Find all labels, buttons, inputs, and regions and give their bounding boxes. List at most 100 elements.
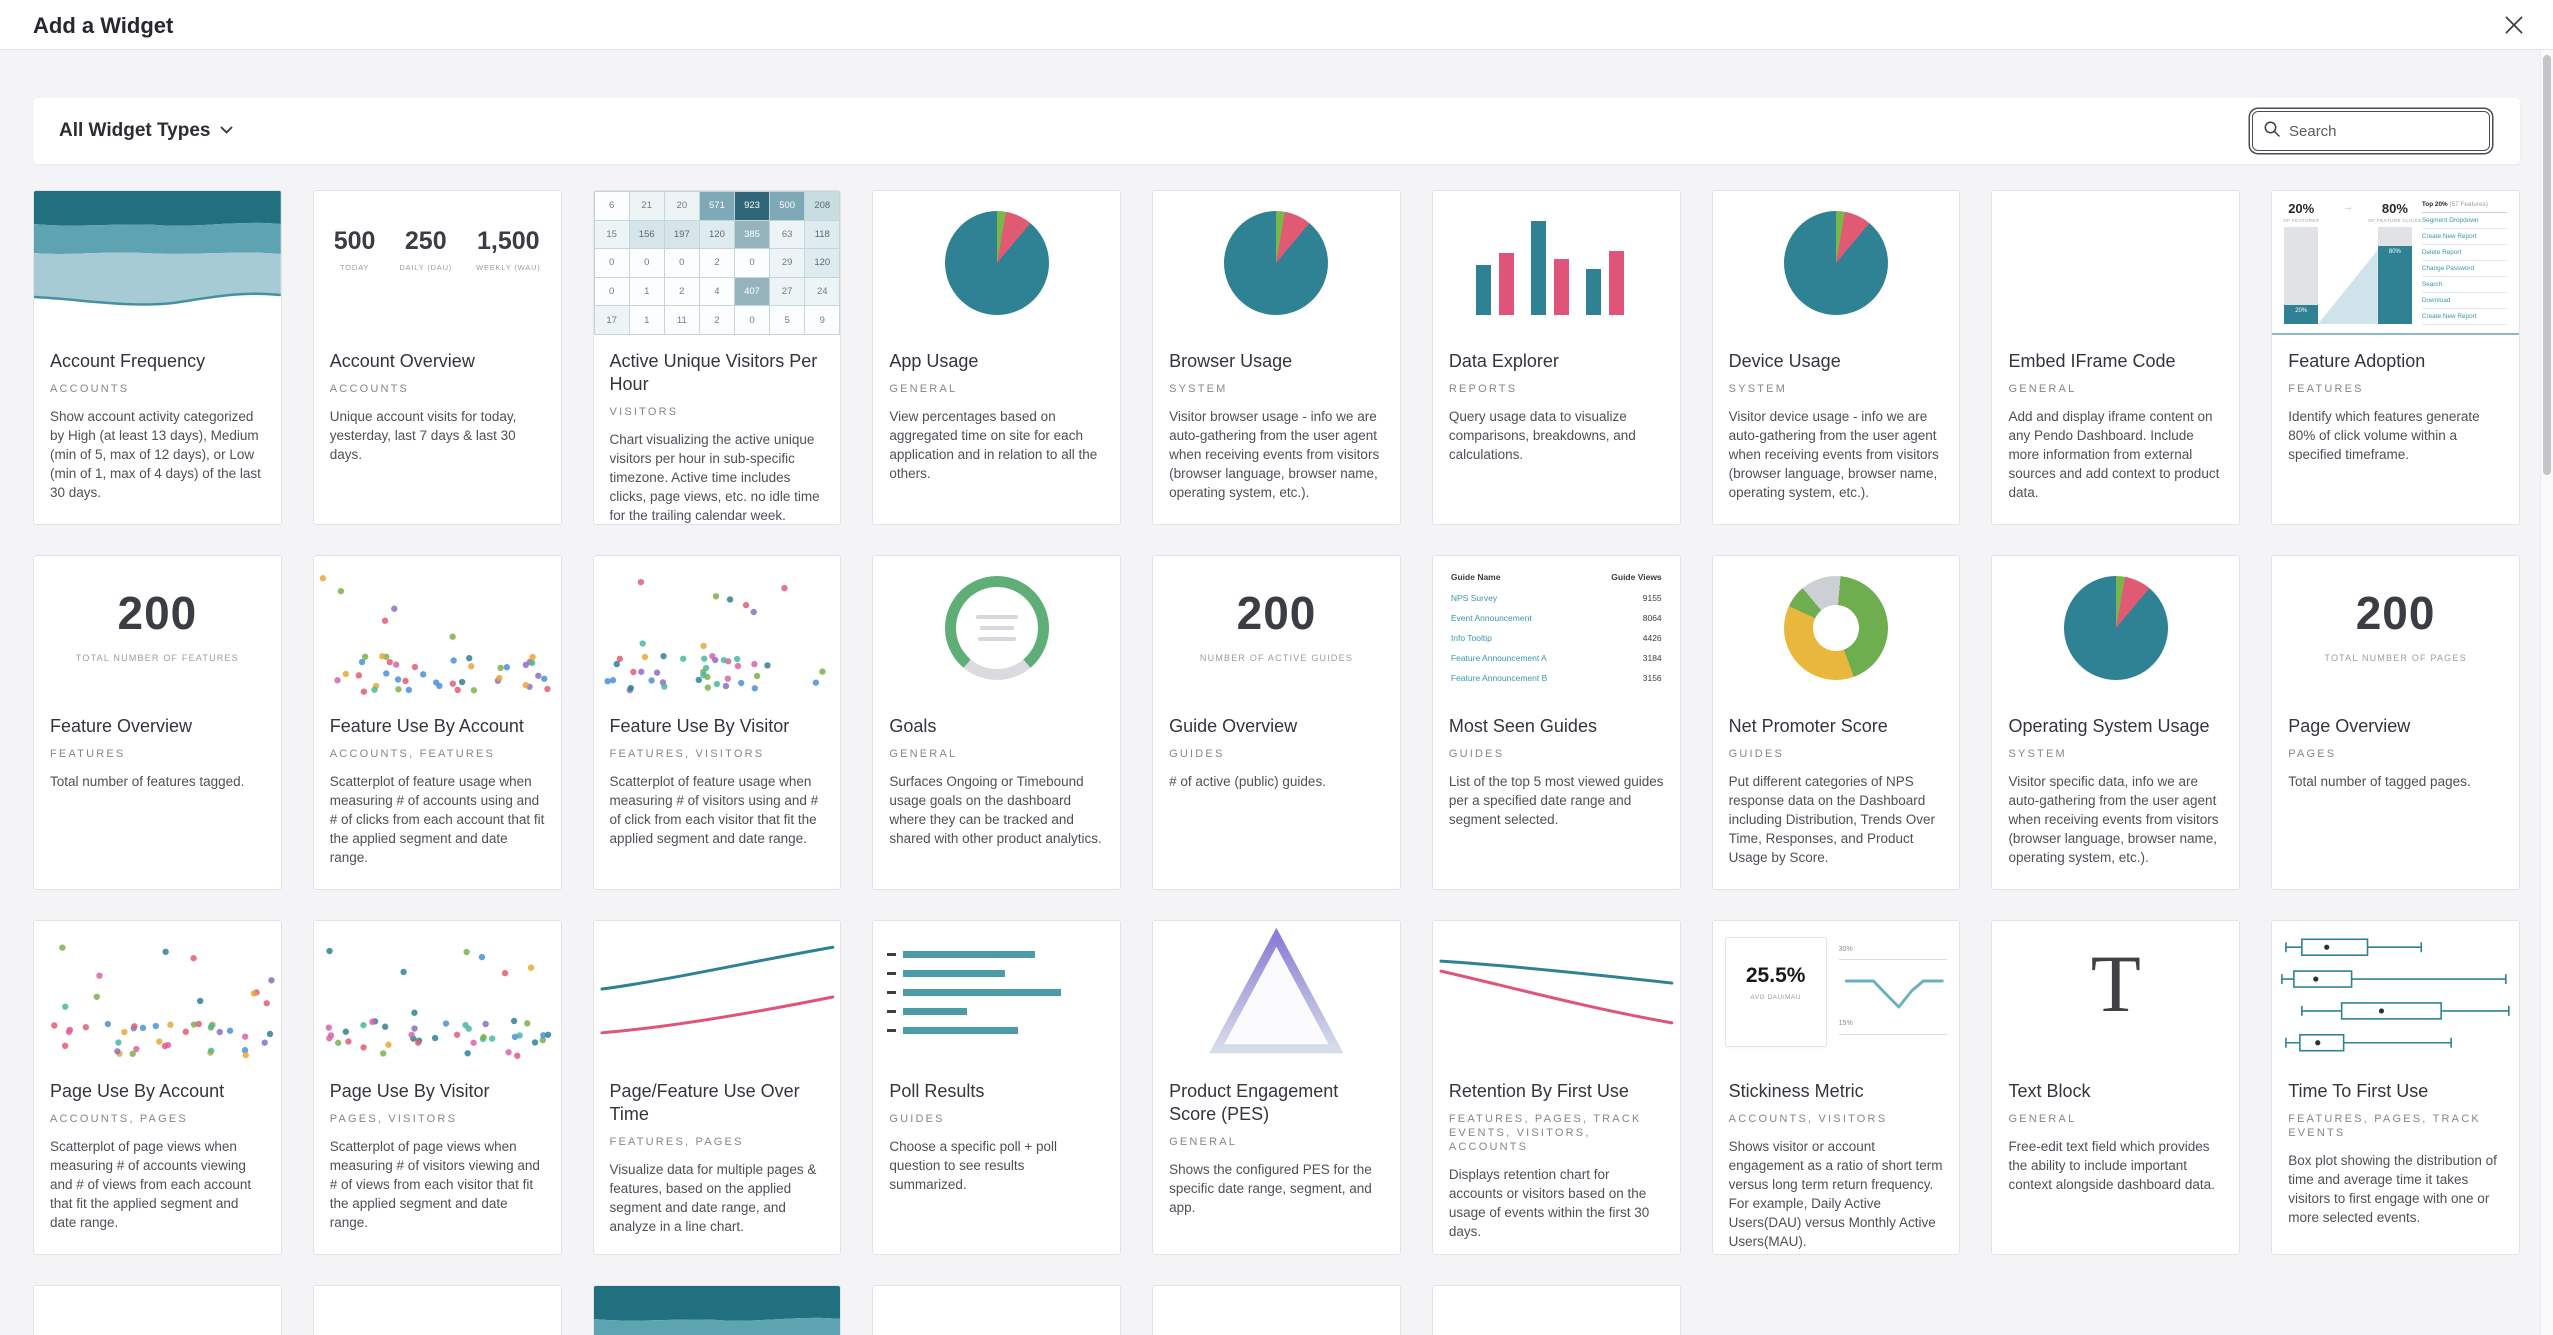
- widget-type-dropdown[interactable]: All Widget Types: [59, 120, 233, 142]
- widget-meta: Device Usage SYSTEM Visitor device usage…: [1713, 335, 1960, 502]
- widget-title: Page/Feature Use Over Time: [609, 1081, 800, 1124]
- widget-card-net-promoter-score[interactable]: Net Promoter Score GUIDES Put different …: [1711, 555, 1961, 890]
- widget-description: Visitor device usage - info we are auto-…: [1728, 409, 1939, 500]
- widget-card-operating-system-usage[interactable]: Operating System Usage SYSTEM Visitor sp…: [1991, 555, 2241, 890]
- widget-thumbnail: [873, 921, 1121, 1065]
- widget-meta: Guide Overview GUIDES # of active (publi…: [1153, 700, 1400, 791]
- pie-chart: [1784, 211, 1889, 315]
- widget-description: Put different categories of NPS response…: [1728, 774, 1935, 865]
- widget-card-feature-adoption[interactable]: → 20% OF FEATURES 20% 80% OF FEATURE CLICK…: [2271, 190, 2520, 525]
- search-input[interactable]: [2289, 122, 2488, 140]
- widget-card-poll-results[interactable]: Poll Results GUIDES Choose a specific po…: [872, 920, 1122, 1255]
- widget-description: Box plot showing the distribution of tim…: [2288, 1153, 2497, 1225]
- widget-title: Account Overview: [329, 351, 475, 371]
- page-title: Add a Widget: [33, 13, 174, 38]
- widget-thumbnail: 500 TODAY 250 DAILY (DAU) 1,500 WEEKLY (WAU): [313, 191, 561, 335]
- widget-title: Feature Overview: [50, 716, 193, 736]
- widget-description: Scatterplot of page views when measuring…: [329, 1139, 540, 1230]
- widget-description: Total number of tagged pages.: [2288, 774, 2471, 789]
- widget-meta: Product Engagement Score (PES) GENERAL S…: [1153, 1065, 1400, 1217]
- widget-card-embed-iframe-code[interactable]: Embed IFrame Code GENERAL Add and displa…: [1991, 190, 2241, 525]
- widget-card-page-overview[interactable]: 200 TOTAL NUMBER OF PAGES Page Overview P…: [2271, 555, 2520, 890]
- scatter-chart: [319, 575, 551, 695]
- widget-card-feature-overview[interactable]: 200 TOTAL NUMBER OF FEATURES Feature Over…: [33, 555, 282, 890]
- widget-title: Page Overview: [2288, 716, 2411, 736]
- widget-card-account-frequency[interactable]: Account Frequency ACCOUNTS Show account …: [33, 190, 282, 525]
- widget-title: Data Explorer: [1448, 351, 1559, 371]
- widget-description: Scatterplot of feature usage when measur…: [329, 774, 545, 865]
- widget-card-partial[interactable]: [1152, 1285, 1401, 1335]
- widget-category: ACCOUNTS: [50, 383, 130, 395]
- widget-card-goals[interactable]: Goals GENERAL Surfaces Ongoing or Timebo…: [872, 555, 1122, 890]
- widget-category: GENERAL: [889, 383, 958, 395]
- widget-category: FEATURES, VISITORS: [609, 748, 765, 760]
- widget-title: Most Seen Guides: [1448, 716, 1597, 736]
- widget-card-partial[interactable]: [592, 1285, 842, 1335]
- code-icon: [1992, 191, 2239, 237]
- widget-card-app-usage[interactable]: App Usage GENERAL View percentages based…: [872, 190, 1122, 525]
- widget-category: GENERAL: [889, 748, 958, 760]
- widget-description: Add and display iframe content on any Pe…: [2008, 409, 2220, 500]
- widget-card-partial[interactable]: [312, 1285, 562, 1335]
- widget-description: Free-edit text field which provides the …: [2008, 1139, 2215, 1192]
- widget-card-guide-overview[interactable]: 200 NUMBER OF ACTIVE GUIDES Guide Overvie…: [1152, 555, 1401, 890]
- widget-description: Displays retention chart for accounts or…: [1448, 1167, 1650, 1239]
- widget-grid: Account Frequency ACCOUNTS Show account …: [33, 190, 2520, 1335]
- widget-meta: Stickiness Metric ACCOUNTS, VISITORS Sho…: [1713, 1065, 1960, 1251]
- scrollbar-track[interactable]: [2540, 50, 2553, 1335]
- widget-card-most-seen-guides[interactable]: Guide Name Guide Views NPS Survey 9155 Event…: [1431, 555, 1681, 890]
- widget-card-partial[interactable]: [33, 1285, 282, 1335]
- widget-card-retention-by-first-use[interactable]: Retention By First Use FEATURES, PAGES, …: [1431, 920, 1681, 1255]
- widget-card-page-use-by-visitor[interactable]: Page Use By Visitor PAGES, VISITORS Scat…: [312, 920, 562, 1255]
- widget-title: Page Use By Account: [50, 1081, 225, 1101]
- pie-chart: [2063, 576, 2168, 680]
- pie-chart: [1224, 211, 1329, 315]
- widget-card-page-use-by-account[interactable]: Page Use By Account ACCOUNTS, PAGES Scat…: [33, 920, 282, 1255]
- widget-card-time-to-first-use[interactable]: Time To First Use FEATURES, PAGES, TRACK…: [2271, 920, 2520, 1255]
- widget-title: Operating System Usage: [2008, 716, 2210, 736]
- widget-card-account-overview[interactable]: 500 TODAY 250 DAILY (DAU) 1,500 WEEKLY (WAU) …: [312, 190, 562, 525]
- widget-thumbnail: [593, 921, 841, 1065]
- widget-card-product-engagement-score-pes[interactable]: Product Engagement Score (PES) GENERAL S…: [1152, 920, 1401, 1255]
- widget-description: Unique account visits for today, yesterd…: [329, 409, 517, 462]
- widget-thumbnail: [873, 191, 1121, 335]
- widget-card-text-block[interactable]: T Text Block GENERAL Free-edit text fiel…: [1991, 920, 2241, 1255]
- widget-description: Scatterplot of page views when measuring…: [50, 1139, 252, 1230]
- widget-title: Feature Adoption: [2288, 351, 2426, 371]
- widget-category: FEATURES, PAGES: [609, 1136, 744, 1148]
- scatter-chart: [603, 578, 826, 694]
- widget-description: # of active (public) guides.: [1169, 774, 1326, 789]
- widget-card-stickiness-metric[interactable]: 25.5% AVG DAU/MAU 30% 15% Stickiness Metr…: [1711, 920, 1961, 1255]
- widget-description: Scatterplot of feature usage when measur…: [609, 774, 819, 846]
- widget-description: List of the top 5 most viewed guides per…: [1448, 774, 1664, 827]
- widget-meta: Feature Adoption FEATURES Identify which…: [2272, 335, 2519, 464]
- widget-title: Embed IFrame Code: [2008, 351, 2176, 371]
- widget-card-device-usage[interactable]: Device Usage SYSTEM Visitor device usage…: [1711, 190, 1961, 525]
- widget-card-active-unique-visitors-per-hour[interactable]: 6 21 20 571 923 500 208 15 156 197 120 385 63 118 0 0 0 2…: [592, 190, 842, 525]
- widget-description: Chart visualizing the active unique visi…: [609, 432, 820, 523]
- scrollbar-thumb[interactable]: [2543, 55, 2551, 475]
- widget-card-partial[interactable]: [1431, 1285, 1681, 1335]
- widget-description: Identify which features generate 80% of …: [2288, 409, 2480, 462]
- widget-thumbnail: [34, 191, 281, 335]
- widget-card-page-feature-use-over-time[interactable]: Page/Feature Use Over Time FEATURES, PAG…: [592, 920, 842, 1255]
- widget-title: App Usage: [889, 351, 979, 371]
- widget-category: GUIDES: [1728, 748, 1785, 760]
- guides-table: Guide Name Guide Views NPS Survey 9155 Event…: [1450, 572, 1662, 683]
- widget-thumbnail: [1712, 191, 1960, 335]
- widget-title: Poll Results: [889, 1081, 985, 1101]
- widget-card-feature-use-by-account[interactable]: Feature Use By Account ACCOUNTS, FEATURE…: [312, 555, 562, 890]
- widget-card-browser-usage[interactable]: Browser Usage SYSTEM Visitor browser usa…: [1152, 190, 1401, 525]
- filter-bar: All Widget Types: [33, 98, 2520, 164]
- widget-card-data-explorer[interactable]: Data Explorer REPORTS Query usage data t…: [1431, 190, 1681, 525]
- widget-card-feature-use-by-visitor[interactable]: Feature Use By Visitor FEATURES, VISITOR…: [592, 555, 842, 890]
- widget-thumbnail: [34, 921, 281, 1065]
- close-icon[interactable]: [2501, 12, 2527, 38]
- widget-category: GENERAL: [2008, 383, 2077, 395]
- widget-description: Visitor specific data, info we are auto-…: [2008, 774, 2219, 865]
- widget-meta: Page Use By Account ACCOUNTS, PAGES Scat…: [34, 1065, 281, 1232]
- search-box[interactable]: [2252, 111, 2490, 151]
- widget-card-partial[interactable]: [872, 1285, 1122, 1335]
- poll-bar-chart: [873, 921, 1120, 1034]
- widget-category: ACCOUNTS, FEATURES: [329, 748, 496, 760]
